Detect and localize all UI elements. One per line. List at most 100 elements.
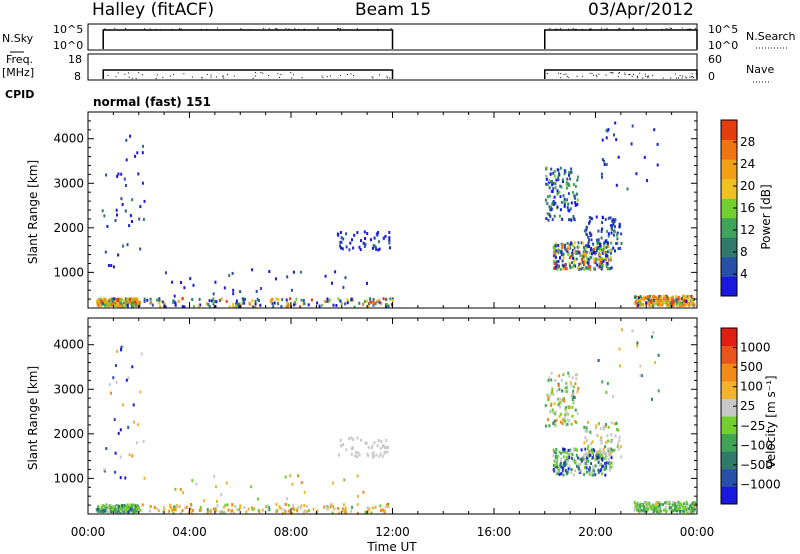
power-cell (389, 246, 391, 250)
velocity-cell (594, 473, 597, 477)
power-cell (643, 298, 646, 302)
power-cell (590, 233, 593, 237)
power-cell (572, 216, 575, 220)
power-cell (191, 298, 194, 301)
velocity-cell (579, 462, 582, 466)
velocity-cell (251, 506, 254, 510)
velocity-cell (300, 504, 303, 508)
velocity-cell (566, 413, 569, 417)
velocity-cell (105, 503, 108, 507)
power-cell (601, 221, 604, 225)
power-cell (116, 301, 119, 305)
velocity-cell (586, 454, 589, 458)
velocity-cell (637, 509, 640, 513)
power-cell (128, 299, 131, 303)
velocity-cell (651, 397, 653, 401)
power-cell (647, 301, 650, 305)
velocity-cell (564, 419, 567, 423)
velocity-cell (587, 420, 589, 424)
power-cell (351, 298, 354, 302)
power-cell (131, 304, 134, 308)
velocity-cell (268, 508, 271, 512)
power-colorbar-label: Power [dB] (759, 184, 773, 249)
power-cell (160, 300, 163, 303)
velocity-cell (677, 500, 680, 504)
noise-search-dot (114, 27, 116, 29)
velocity-cell (125, 505, 128, 509)
power-cell (292, 270, 295, 274)
power-cell (560, 253, 563, 257)
nave-dot (647, 75, 649, 77)
power-cell (569, 177, 571, 181)
nave-dot (389, 77, 391, 79)
velocity-cell (596, 456, 599, 460)
power-cell (605, 258, 607, 262)
velocity-cell (665, 510, 668, 514)
power-cell (199, 303, 202, 307)
power-cell (268, 270, 271, 273)
velocity-cell (245, 510, 248, 514)
power-cell (358, 245, 361, 249)
power-cell (271, 302, 274, 306)
power-cell (133, 300, 136, 304)
nave-dot (162, 76, 164, 78)
velocity-cell (599, 469, 602, 473)
nave-dot (107, 75, 109, 76)
power-cell (378, 301, 381, 305)
velocity-cell (656, 501, 659, 505)
power-cell (671, 298, 674, 302)
power-cell (547, 181, 550, 185)
velocity-cell (569, 448, 572, 452)
power-cell (577, 245, 580, 249)
velocity-cell (592, 473, 595, 477)
velocity-cell (585, 458, 588, 462)
velocity-cell (610, 421, 613, 425)
power-cell (572, 250, 575, 254)
power-cell (566, 177, 569, 181)
velocity-cell (97, 505, 100, 509)
velocity-cell (143, 476, 146, 480)
power-cell (198, 297, 201, 301)
power-cell (126, 303, 129, 307)
nave-dot (642, 77, 644, 79)
velocity-cell (613, 422, 616, 426)
velocity-cell (605, 457, 608, 461)
power-cell (553, 262, 556, 266)
velocity-cell (128, 453, 131, 457)
velocity-cell (354, 454, 357, 458)
power-cell (604, 250, 607, 254)
power-cell (553, 169, 556, 173)
power-cell (149, 297, 152, 301)
velocity-cell (184, 506, 187, 510)
velocity-cell (587, 450, 590, 454)
velocity-cell (141, 503, 144, 507)
x-tick-label: 00:00 (680, 525, 715, 539)
velocity-cell (560, 461, 562, 465)
velocity-colorbar-tick-label: −500 (740, 458, 773, 472)
velocity-colorbar-swatch (721, 433, 737, 452)
velocity-cell (573, 396, 576, 400)
power-cell (656, 163, 659, 167)
power-cell (385, 305, 387, 309)
velocity-cell (111, 509, 114, 513)
nave-dot (691, 73, 693, 75)
velocity-cell (653, 508, 655, 512)
freq-right-label: Nave (746, 63, 774, 76)
velocity-cell (557, 465, 560, 469)
power-cell (574, 196, 577, 200)
power-panel-frame (87, 111, 698, 309)
velocity-cell (677, 505, 680, 509)
velocity-cell (591, 440, 594, 444)
noise-search-dot (240, 28, 242, 30)
power-cell (599, 257, 602, 261)
velocity-cell (384, 505, 387, 509)
power-cell (237, 302, 240, 306)
power-cell (353, 233, 356, 237)
power-cell (340, 236, 343, 240)
velocity-cell (117, 431, 120, 435)
velocity-cell (556, 397, 559, 401)
power-cell (559, 195, 562, 199)
velocity-cell (578, 467, 580, 471)
velocity-cell (563, 461, 565, 465)
power-cell (569, 264, 571, 268)
